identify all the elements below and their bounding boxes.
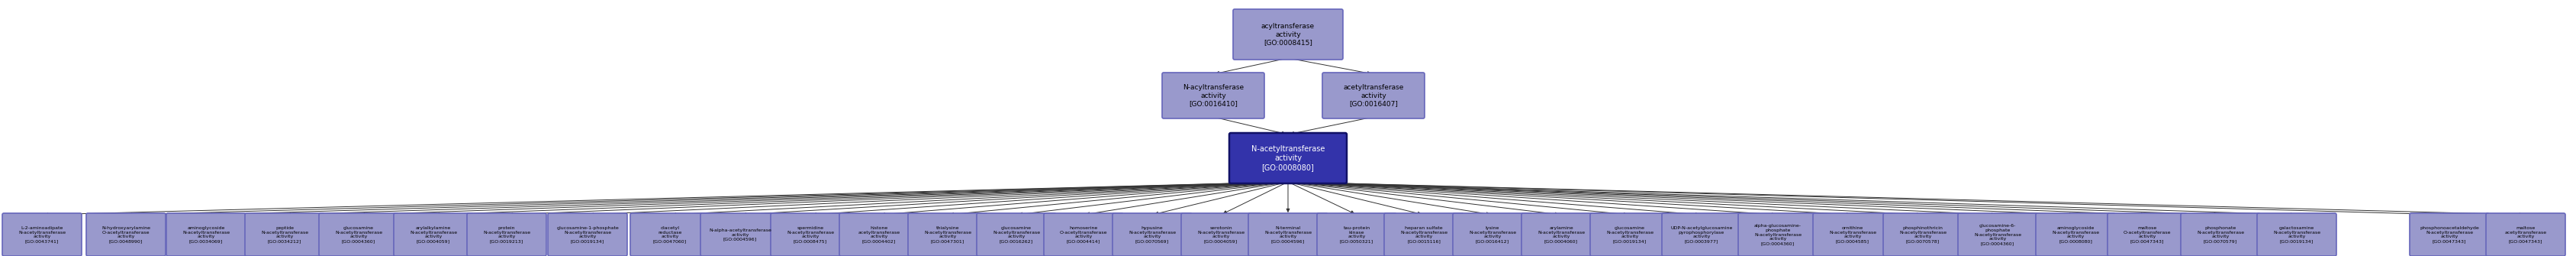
FancyBboxPatch shape (1662, 213, 1741, 256)
FancyBboxPatch shape (85, 213, 165, 256)
FancyBboxPatch shape (1453, 213, 1533, 256)
FancyBboxPatch shape (2409, 213, 2488, 256)
FancyBboxPatch shape (319, 213, 399, 256)
Text: phosphinothricin
N-acetyltransferase
activity
[GO:0070578]: phosphinothricin N-acetyltransferase act… (1899, 226, 1947, 243)
Text: heparan sulfate
N-acetyltransferase
activity
[GO:0015116]: heparan sulfate N-acetyltransferase acti… (1401, 226, 1448, 243)
FancyBboxPatch shape (245, 213, 325, 256)
Text: N-terminal
N-acetyltransferase
activity
[GO:0004596]: N-terminal N-acetyltransferase activity … (1265, 226, 1311, 243)
Text: maltose
acetyltransferase
activity
[GO:0047343]: maltose acetyltransferase activity [GO:0… (2504, 226, 2548, 243)
FancyBboxPatch shape (2486, 213, 2566, 256)
Text: aminoglycoside
N-acetyltransferase
activity
[GO:0034069]: aminoglycoside N-acetyltransferase activ… (183, 226, 229, 243)
FancyBboxPatch shape (2107, 213, 2187, 256)
FancyBboxPatch shape (1958, 213, 2038, 256)
FancyBboxPatch shape (549, 213, 626, 256)
Text: glucosamine
N-acetyltransferase
activity
[GO:0016262]: glucosamine N-acetyltransferase activity… (992, 226, 1041, 243)
FancyBboxPatch shape (631, 213, 708, 256)
FancyBboxPatch shape (2035, 213, 2115, 256)
FancyBboxPatch shape (1814, 213, 1893, 256)
FancyBboxPatch shape (1316, 213, 1396, 256)
FancyBboxPatch shape (840, 213, 920, 256)
Text: glucosamine-1-phosphate
N-acetyltransferase
activity
[GO:0019134]: glucosamine-1-phosphate N-acetyltransfer… (556, 226, 618, 243)
Text: ornithine
N-acetyltransferase
activity
[GO:0004585]: ornithine N-acetyltransferase activity [… (1829, 226, 1875, 243)
Text: L-2-aminoadipate
N-acetyltransferase
activity
[GO:0043741]: L-2-aminoadipate N-acetyltransferase act… (18, 226, 64, 243)
Text: serotonin
N-acetyltransferase
activity
[GO:0004059]: serotonin N-acetyltransferase activity [… (1198, 226, 1244, 243)
FancyBboxPatch shape (3, 213, 82, 256)
FancyBboxPatch shape (1321, 73, 1425, 119)
FancyBboxPatch shape (2182, 213, 2259, 256)
FancyBboxPatch shape (466, 213, 546, 256)
FancyBboxPatch shape (1113, 213, 1193, 256)
FancyBboxPatch shape (1589, 213, 1669, 256)
Text: arylalkylamine
N-acetyltransferase
activity
[GO:0004059]: arylalkylamine N-acetyltransferase activ… (410, 226, 456, 243)
FancyBboxPatch shape (167, 213, 245, 256)
FancyBboxPatch shape (1739, 213, 1819, 256)
FancyBboxPatch shape (701, 213, 781, 256)
Text: N-acetyltransferase
activity
[GO:0008080]: N-acetyltransferase activity [GO:0008080… (1252, 145, 1324, 171)
Text: thialysine
N-acetyltransferase
activity
[GO:0047301]: thialysine N-acetyltransferase activity … (925, 226, 971, 243)
FancyBboxPatch shape (1234, 9, 1342, 60)
Text: peptide
N-acetyltransferase
activity
[GO:0034212]: peptide N-acetyltransferase activity [GO… (260, 226, 309, 243)
FancyBboxPatch shape (1383, 213, 1463, 256)
FancyBboxPatch shape (907, 213, 987, 256)
Text: protein
N-acetyltransferase
activity
[GO:0019213]: protein N-acetyltransferase activity [GO… (482, 226, 531, 243)
Text: diacetyl
reductase
activity
[GO:0047060]: diacetyl reductase activity [GO:0047060] (654, 226, 688, 243)
Text: phosphonoacetaldehyde
N-acetyltransferase
activity
[GO:0047343]: phosphonoacetaldehyde N-acetyltransferas… (2419, 226, 2478, 243)
FancyBboxPatch shape (1883, 213, 1963, 256)
Text: galactosamine
N-acetyltransferase
activity
[GO:0019134]: galactosamine N-acetyltransferase activi… (2272, 226, 2321, 243)
Text: tau-protein
kinase
activity
[GO:0050321]: tau-protein kinase activity [GO:0050321] (1340, 226, 1373, 243)
FancyBboxPatch shape (394, 213, 474, 256)
Text: lysine
N-acetyltransferase
activity
[GO:0016412]: lysine N-acetyltransferase activity [GO:… (1468, 226, 1517, 243)
Text: spermidine
N-acetyltransferase
activity
[GO:0008475]: spermidine N-acetyltransferase activity … (786, 226, 835, 243)
Text: glucosamine-6-
phosphate
N-acetyltransferase
activity
[GO:0004360]: glucosamine-6- phosphate N-acetyltransfe… (1973, 224, 2022, 246)
FancyBboxPatch shape (770, 213, 850, 256)
Text: phosphonate
N-acetyltransferase
activity
[GO:0070579]: phosphonate N-acetyltransferase activity… (2197, 226, 2244, 243)
Text: arylamine
N-acetyltransferase
activity
[GO:0004060]: arylamine N-acetyltransferase activity [… (1538, 226, 1584, 243)
FancyBboxPatch shape (1249, 213, 1327, 256)
Text: N-alpha-acetyltransferase
activity
[GO:0004596]: N-alpha-acetyltransferase activity [GO:0… (708, 228, 770, 241)
Text: UDP-N-acetylglucosamine
pyrophosphorylase
activity
[GO:0003977]: UDP-N-acetylglucosamine pyrophosphorylas… (1669, 226, 1734, 243)
Text: glucosamine
N-acetyltransferase
activity
[GO:0019134]: glucosamine N-acetyltransferase activity… (1607, 226, 1654, 243)
Text: acyltransferase
activity
[GO:0008415]: acyltransferase activity [GO:0008415] (1262, 23, 1314, 46)
FancyBboxPatch shape (1182, 213, 1260, 256)
FancyBboxPatch shape (1522, 213, 1600, 256)
Text: N-hydroxyarylamine
O-acetyltransferase
activity
[GO:0048990]: N-hydroxyarylamine O-acetyltransferase a… (100, 226, 149, 243)
Text: maltose
O-acetyltransferase
activity
[GO:0047343]: maltose O-acetyltransferase activity [GO… (2123, 226, 2172, 243)
FancyBboxPatch shape (1229, 133, 1347, 183)
FancyBboxPatch shape (1043, 213, 1123, 256)
FancyBboxPatch shape (976, 213, 1056, 256)
Text: histone
acetyltransferase
activity
[GO:0004402]: histone acetyltransferase activity [GO:0… (858, 226, 899, 243)
Text: glucosamine
N-acetyltransferase
activity
[GO:0004360]: glucosamine N-acetyltransferase activity… (335, 226, 381, 243)
Text: acetyltransferase
activity
[GO:0016407]: acetyltransferase activity [GO:0016407] (1342, 84, 1404, 107)
Text: homoserine
O-acetyltransferase
activity
[GO:0004414]: homoserine O-acetyltransferase activity … (1059, 226, 1108, 243)
Text: alpha-glucosamine-
phosphate
N-acetyltransferase
activity
[GO:0004360]: alpha-glucosamine- phosphate N-acetyltra… (1754, 224, 1801, 246)
Text: aminoglycoside
N-acetyltransferase
activity
[GO:0008080]: aminoglycoside N-acetyltransferase activ… (2050, 226, 2099, 243)
FancyBboxPatch shape (2257, 213, 2336, 256)
Text: hypusine
N-acetyltransferase
activity
[GO:0070569]: hypusine N-acetyltransferase activity [G… (1128, 226, 1175, 243)
Text: N-acyltransferase
activity
[GO:0016410]: N-acyltransferase activity [GO:0016410] (1182, 84, 1244, 107)
FancyBboxPatch shape (1162, 73, 1265, 119)
